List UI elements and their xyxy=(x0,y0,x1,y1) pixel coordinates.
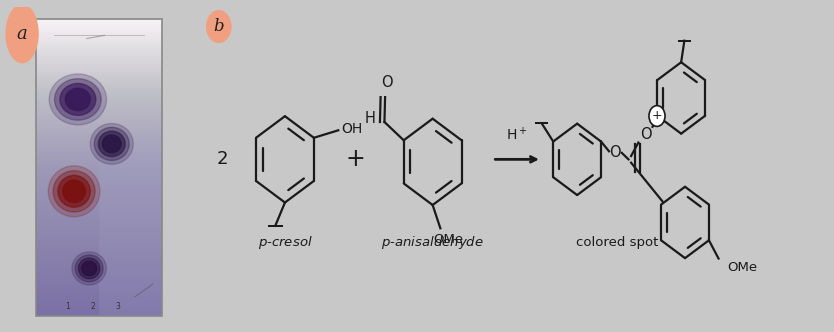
Text: O: O xyxy=(610,145,621,160)
Ellipse shape xyxy=(103,135,121,153)
Text: OMe: OMe xyxy=(727,261,757,274)
Ellipse shape xyxy=(75,255,103,282)
Text: OMe: OMe xyxy=(433,233,463,246)
Polygon shape xyxy=(99,126,162,316)
Ellipse shape xyxy=(48,166,100,217)
Text: 3: 3 xyxy=(116,302,120,311)
Bar xyxy=(37,19,162,316)
Ellipse shape xyxy=(49,74,107,125)
Circle shape xyxy=(6,4,38,63)
Text: 2: 2 xyxy=(91,302,95,311)
Ellipse shape xyxy=(60,83,96,115)
Text: O: O xyxy=(641,127,652,142)
Text: +: + xyxy=(651,110,662,123)
Text: b: b xyxy=(214,18,224,35)
Circle shape xyxy=(206,10,232,43)
Ellipse shape xyxy=(65,88,90,111)
Text: H: H xyxy=(364,111,375,126)
Text: colored spot: colored spot xyxy=(575,236,658,249)
Ellipse shape xyxy=(54,79,101,120)
Ellipse shape xyxy=(82,261,97,276)
Text: O: O xyxy=(381,75,393,90)
Ellipse shape xyxy=(98,131,125,157)
Text: a: a xyxy=(17,25,28,43)
Text: 2: 2 xyxy=(217,150,229,168)
Text: OH: OH xyxy=(341,123,363,136)
Ellipse shape xyxy=(78,258,100,279)
Ellipse shape xyxy=(53,171,95,212)
Circle shape xyxy=(649,106,665,126)
Text: 1: 1 xyxy=(65,302,70,311)
Ellipse shape xyxy=(58,175,90,207)
Ellipse shape xyxy=(72,252,107,285)
Ellipse shape xyxy=(94,127,129,160)
Text: $p$-anisaldehyde: $p$-anisaldehyde xyxy=(381,234,484,251)
Ellipse shape xyxy=(63,180,85,203)
Text: $p$-cresol: $p$-cresol xyxy=(258,234,312,251)
Ellipse shape xyxy=(90,124,133,164)
Text: H$^+$: H$^+$ xyxy=(506,126,528,143)
Text: +: + xyxy=(346,147,365,171)
